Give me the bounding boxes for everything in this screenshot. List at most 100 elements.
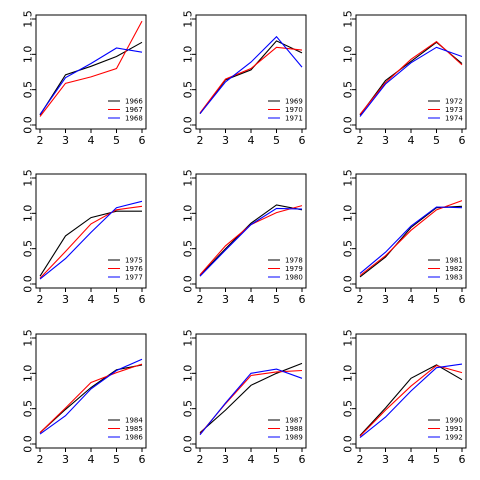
- legend-label: 1966: [125, 98, 143, 106]
- y-tick-label: 1.0: [342, 365, 355, 383]
- y-tick-label: 1.0: [22, 46, 35, 64]
- series-line-1983: [359, 206, 463, 274]
- x-tick-label: 4: [248, 134, 255, 147]
- x-tick-label: 3: [62, 453, 69, 466]
- x-tick-label: 5: [113, 134, 120, 147]
- y-tick-label: 1.5: [22, 10, 35, 28]
- legend-label: 1990: [445, 417, 463, 425]
- legend-label: 1987: [285, 417, 303, 425]
- x-tick-label: 5: [433, 453, 440, 466]
- y-tick-label: 1.0: [342, 46, 355, 64]
- series-line-1991: [359, 364, 463, 437]
- x-tick-label: 5: [113, 453, 120, 466]
- y-tick-label: 1.5: [182, 10, 195, 28]
- legend-label: 1977: [125, 274, 143, 282]
- series-line-1992: [359, 363, 463, 439]
- legend-label: 1974: [445, 115, 463, 123]
- series-line-1977: [39, 200, 143, 280]
- y-tick-label: 0.0: [182, 435, 195, 453]
- y-tick-label: 0.5: [342, 81, 355, 99]
- y-tick-label: 1.5: [342, 10, 355, 28]
- legend-label: 1985: [125, 425, 143, 433]
- series-line-1990: [359, 364, 463, 436]
- x-tick-label: 6: [459, 453, 466, 466]
- y-tick-label: 0.0: [22, 116, 35, 134]
- y-tick-label: 1.5: [342, 329, 355, 347]
- series-line-1987: [199, 362, 303, 434]
- legend-label: 1992: [445, 434, 463, 442]
- y-tick-label: 0.0: [342, 116, 355, 134]
- x-tick-label: 5: [273, 453, 280, 466]
- y-tick-label: 0.5: [22, 240, 35, 258]
- series-line-1968: [39, 47, 143, 115]
- x-tick-label: 4: [408, 293, 415, 306]
- y-tick-label: 1.0: [22, 205, 35, 223]
- y-tick-label: 0.5: [22, 81, 35, 99]
- x-tick-label: 4: [248, 453, 255, 466]
- x-tick-label: 3: [62, 293, 69, 306]
- series-line-1974: [359, 46, 463, 117]
- x-tick-label: 3: [222, 134, 229, 147]
- x-tick-label: 2: [197, 293, 204, 306]
- y-tick-label: 0.5: [342, 240, 355, 258]
- y-tick-label: 0.5: [22, 400, 35, 418]
- legend-label: 1970: [285, 106, 303, 114]
- x-tick-label: 4: [248, 293, 255, 306]
- y-tick-label: 1.0: [342, 205, 355, 223]
- x-tick-label: 5: [433, 134, 440, 147]
- y-tick-label: 1.5: [342, 169, 355, 187]
- series-line-1975: [39, 210, 142, 277]
- x-tick-label: 2: [197, 134, 204, 147]
- x-tick-label: 2: [357, 453, 364, 466]
- y-tick-label: 1.0: [182, 46, 195, 64]
- y-tick-label: 0.0: [22, 275, 35, 293]
- legend-label: 1989: [285, 434, 303, 442]
- y-tick-label: 0.5: [342, 400, 355, 418]
- x-tick-label: 3: [222, 453, 229, 466]
- x-tick-label: 2: [37, 453, 44, 466]
- legend-label: 1969: [285, 98, 303, 106]
- legend-label: 1991: [445, 425, 463, 433]
- y-tick-label: 0.5: [182, 240, 195, 258]
- legend-label: 1972: [445, 98, 463, 106]
- y-tick-label: 1.5: [22, 169, 35, 187]
- x-tick-label: 4: [88, 293, 95, 306]
- x-tick-label: 4: [408, 134, 415, 147]
- legend-label: 1979: [285, 265, 303, 273]
- x-tick-label: 6: [459, 293, 466, 306]
- x-tick-label: 2: [37, 293, 44, 306]
- x-tick-label: 5: [113, 293, 120, 306]
- series-line-1978: [199, 204, 303, 276]
- x-tick-label: 6: [299, 134, 306, 147]
- y-tick-label: 1.5: [22, 329, 35, 347]
- x-tick-label: 3: [382, 293, 389, 306]
- y-tick-label: 1.5: [182, 169, 195, 187]
- y-tick-label: 0.0: [22, 435, 35, 453]
- legend-label: 1981: [445, 257, 463, 265]
- legend-label: 1988: [285, 425, 303, 433]
- legend-label: 1967: [125, 106, 143, 114]
- legend-label: 1978: [285, 257, 303, 265]
- series-line-1985: [39, 363, 143, 434]
- x-tick-label: 2: [37, 134, 44, 147]
- x-tick-label: 2: [357, 293, 364, 306]
- x-tick-label: 5: [273, 134, 280, 147]
- x-tick-label: 6: [299, 453, 306, 466]
- y-tick-label: 0.0: [342, 275, 355, 293]
- x-tick-label: 2: [197, 453, 204, 466]
- x-tick-label: 3: [382, 134, 389, 147]
- series-line-1976: [39, 205, 143, 279]
- y-tick-label: 1.0: [182, 365, 195, 383]
- legend-label: 1982: [445, 265, 463, 273]
- y-tick-label: 1.0: [22, 365, 35, 383]
- x-tick-label: 3: [222, 293, 229, 306]
- x-tick-label: 6: [299, 293, 306, 306]
